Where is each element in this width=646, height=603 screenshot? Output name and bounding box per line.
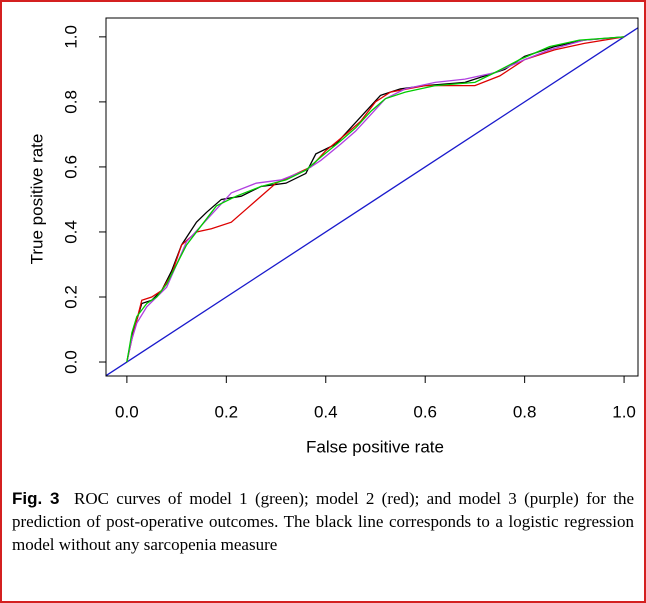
reference-diagonal xyxy=(106,26,638,376)
y-tick-label: 0.8 xyxy=(61,90,80,114)
y-tick-label: 0.2 xyxy=(61,285,80,309)
x-tick-label: 0.6 xyxy=(413,402,437,421)
plot-area xyxy=(106,26,638,376)
caption-label: Fig. 3 xyxy=(12,489,60,508)
roc-curve xyxy=(126,36,625,363)
x-tick-label: 1.0 xyxy=(612,402,636,421)
chart: False positive rate True positive rate 0… xyxy=(27,17,639,456)
x-tick-label: 0.8 xyxy=(513,402,537,421)
y-axis-label: True positive rate xyxy=(27,134,46,265)
y-tick-label: 0.4 xyxy=(61,220,80,244)
y-tick-label: 0.6 xyxy=(61,155,80,179)
x-tick-label: 0.4 xyxy=(314,402,338,421)
y-tick-label: 0.0 xyxy=(61,350,80,374)
caption: Fig. 3 ROC curves of model 1 (green); mo… xyxy=(12,487,634,556)
x-axis-label: False positive rate xyxy=(306,437,444,456)
y-tick-label: 1.0 xyxy=(61,25,80,49)
x-tick-label: 0.2 xyxy=(215,402,239,421)
plot-frame xyxy=(105,17,639,377)
x-tick-label: 0.0 xyxy=(115,402,139,421)
caption-text: ROC curves of model 1 (green); model 2 (… xyxy=(12,489,634,554)
